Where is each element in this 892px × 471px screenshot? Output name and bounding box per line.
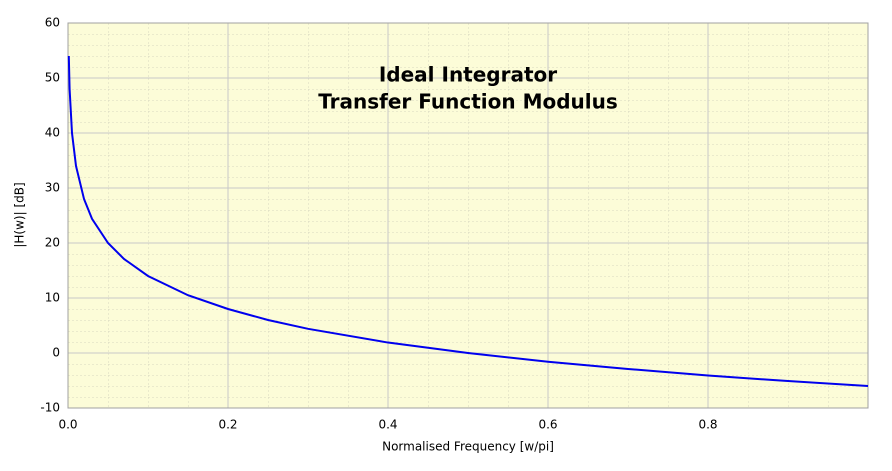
y-tick-label: 30 — [45, 181, 60, 195]
plot-frame — [67, 22, 869, 409]
y-tick-label: 40 — [45, 126, 60, 140]
x-axis-label: Normalised Frequency [w/pi] — [382, 440, 554, 454]
x-tick-label: 0.0 — [58, 418, 77, 432]
y-tick-label: 60 — [45, 16, 60, 30]
x-tick-label: 0.8 — [698, 418, 717, 432]
y-tick-label: 0 — [52, 346, 60, 360]
line-series — [67, 55, 869, 387]
chart-title: Ideal Integrator — [379, 63, 557, 87]
chart-title: Transfer Function Modulus — [318, 90, 618, 114]
y-tick-label: 20 — [45, 236, 60, 250]
y-tick-label: 50 — [45, 71, 60, 85]
y-tick-label: -10 — [40, 401, 60, 415]
y-axis-label: |H(w)| [dB] — [13, 182, 27, 247]
y-tick-label: 10 — [45, 291, 60, 305]
x-tick-label: 0.6 — [538, 418, 557, 432]
minor-grid — [68, 23, 868, 408]
x-tick-label: 0.2 — [218, 418, 237, 432]
x-tick-label: 0.4 — [378, 418, 397, 432]
